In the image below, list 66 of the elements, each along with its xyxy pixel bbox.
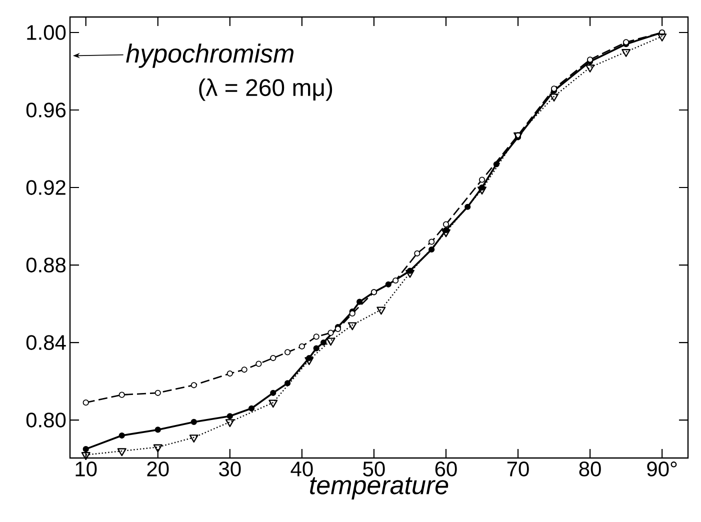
point bbox=[328, 330, 334, 336]
point bbox=[284, 380, 291, 386]
point bbox=[82, 400, 89, 406]
point bbox=[405, 270, 414, 278]
x-tick-label: 70 bbox=[507, 462, 529, 476]
point bbox=[248, 405, 255, 412]
point bbox=[190, 418, 197, 426]
point bbox=[478, 176, 486, 183]
point bbox=[356, 298, 363, 305]
point bbox=[550, 94, 559, 102]
point bbox=[256, 360, 262, 367]
point bbox=[348, 322, 357, 330]
point bbox=[428, 238, 435, 245]
point bbox=[658, 34, 667, 42]
x-tick-label: 30 bbox=[219, 462, 241, 476]
x-axis-title: temperature bbox=[310, 477, 448, 500]
point bbox=[313, 345, 320, 352]
point bbox=[385, 281, 392, 288]
point bbox=[189, 434, 198, 443]
point bbox=[392, 277, 399, 284]
point bbox=[304, 357, 314, 366]
point bbox=[241, 366, 248, 373]
point bbox=[320, 339, 327, 346]
point bbox=[493, 161, 500, 168]
point bbox=[298, 343, 305, 350]
point bbox=[118, 432, 125, 439]
point bbox=[154, 426, 161, 433]
point bbox=[284, 349, 291, 356]
point bbox=[118, 392, 125, 398]
y-tick-label: 0.80 bbox=[26, 412, 66, 428]
y-tick-label: 0.84 bbox=[26, 335, 66, 350]
point bbox=[376, 306, 386, 315]
point bbox=[154, 390, 161, 396]
point bbox=[586, 64, 595, 72]
point bbox=[270, 354, 276, 362]
point bbox=[622, 49, 631, 57]
annotation: (λ = 260 mμ) bbox=[199, 78, 332, 101]
point bbox=[226, 370, 233, 377]
point bbox=[270, 390, 276, 396]
x-tick-label: 90° bbox=[647, 462, 677, 476]
point bbox=[268, 400, 278, 408]
point bbox=[190, 382, 197, 388]
y-tick-label: 0.92 bbox=[26, 180, 66, 195]
x-tick-label: 40 bbox=[290, 462, 313, 476]
point bbox=[326, 338, 336, 346]
point bbox=[441, 229, 450, 238]
point bbox=[313, 334, 320, 340]
point bbox=[442, 221, 450, 228]
point bbox=[226, 413, 233, 420]
x-tick-label: 20 bbox=[147, 462, 169, 476]
y-tick-label: 0.96 bbox=[26, 102, 66, 118]
point bbox=[225, 419, 234, 428]
x-tick-label: 60 bbox=[435, 462, 457, 476]
point bbox=[478, 186, 486, 195]
point bbox=[117, 448, 126, 456]
point bbox=[153, 444, 162, 452]
x-tick-label: 80 bbox=[579, 462, 601, 476]
y-tick-label: 1.00 bbox=[27, 25, 66, 40]
x-tick-label: 50 bbox=[363, 462, 385, 476]
y-tick-label: 0.88 bbox=[26, 258, 66, 272]
x-tick-label: 10 bbox=[76, 462, 97, 476]
point bbox=[428, 246, 435, 253]
point bbox=[464, 204, 471, 210]
annotation: hypochromism bbox=[126, 44, 294, 68]
point bbox=[414, 250, 420, 256]
point bbox=[82, 446, 89, 452]
